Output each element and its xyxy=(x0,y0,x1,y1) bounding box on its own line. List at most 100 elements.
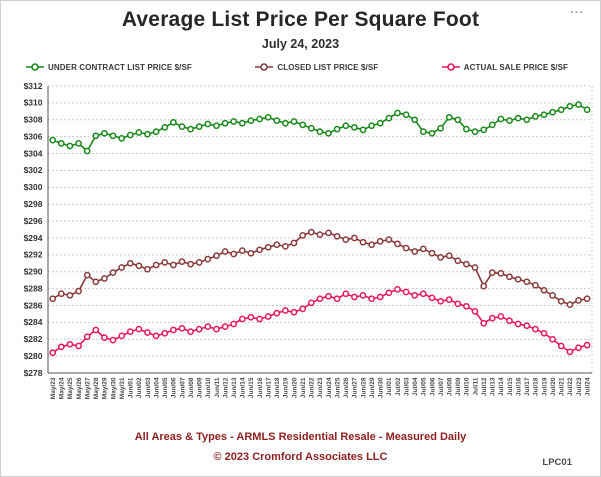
data-point-marker xyxy=(256,246,263,254)
data-point-marker xyxy=(66,340,74,348)
x-tick-label: Jul/07 xyxy=(438,377,445,396)
data-point-marker xyxy=(135,129,143,136)
data-point-marker xyxy=(445,252,453,260)
data-point-marker xyxy=(152,261,160,269)
x-tick-label: May/26 xyxy=(76,377,83,399)
data-point-marker xyxy=(342,236,350,243)
data-point-marker xyxy=(488,314,496,322)
x-tick-label: Jun/12 xyxy=(222,377,229,398)
legend-item-actual-sale[interactable]: ACTUAL SALE PRICE $/SF xyxy=(441,62,568,72)
data-point-marker xyxy=(49,136,57,144)
page-title: Average List Price Per Square Foot xyxy=(121,8,480,31)
data-point-marker xyxy=(471,308,479,315)
legend-label-closed: CLOSED LIST PRICE $/SF xyxy=(277,62,379,72)
y-tick-label: $302 xyxy=(24,165,43,175)
data-point-marker xyxy=(402,288,410,296)
y-tick-label: $278 xyxy=(24,368,43,378)
dataset-description: All Areas & Types - ARMLS Residential Re… xyxy=(134,431,467,443)
data-point-marker xyxy=(101,334,108,341)
x-tick-label: Jul/01 xyxy=(386,377,393,396)
data-point-marker xyxy=(411,116,419,124)
data-point-marker xyxy=(195,123,203,130)
data-point-marker xyxy=(187,328,194,335)
data-point-marker xyxy=(437,254,444,261)
data-point-marker xyxy=(144,265,151,273)
y-tick-label: $312 xyxy=(24,81,43,91)
data-point-marker xyxy=(264,113,272,121)
data-point-marker xyxy=(497,115,505,123)
data-point-marker xyxy=(351,234,358,242)
x-tick-label: Jul/21 xyxy=(559,377,566,396)
data-point-marker xyxy=(118,135,126,142)
x-tick-label: Jun/26 xyxy=(343,377,350,398)
x-tick-label: Jun/09 xyxy=(197,377,204,398)
legend-label-actual-sale: ACTUAL SALE PRICE $/SF xyxy=(463,62,568,72)
data-point-marker xyxy=(351,124,358,131)
context-menu-icon[interactable]: ... xyxy=(570,4,584,16)
x-tick-label: Jul/17 xyxy=(524,377,531,396)
data-point-marker xyxy=(135,325,143,333)
x-tick-label: Jun/07 xyxy=(179,377,186,398)
data-point-marker xyxy=(402,244,410,252)
data-point-marker xyxy=(144,329,151,336)
x-tick-label: Jun/11 xyxy=(214,377,221,398)
x-tick-label: May/23 xyxy=(50,377,57,399)
data-point-marker xyxy=(376,119,384,127)
data-point-marker xyxy=(351,293,358,301)
data-point-marker xyxy=(213,325,220,333)
data-point-marker xyxy=(437,124,444,132)
data-point-marker xyxy=(549,335,556,343)
data-point-marker xyxy=(333,125,341,133)
data-point-marker xyxy=(187,260,194,268)
x-tick-label: Jul/05 xyxy=(421,377,428,396)
legend-item-under-contract[interactable]: UNDER CONTRACT LIST PRICE $/SF xyxy=(26,62,192,72)
x-tick-label: May/25 xyxy=(67,377,74,399)
data-point-marker xyxy=(230,320,238,328)
y-tick-label: $308 xyxy=(24,115,43,125)
data-point-marker xyxy=(488,121,496,129)
legend-item-closed[interactable]: CLOSED LIST PRICE $/SF xyxy=(255,62,378,72)
data-point-marker xyxy=(83,147,91,155)
data-point-marker xyxy=(92,278,100,286)
data-point-marker xyxy=(514,114,522,122)
x-tick-label: Jun/16 xyxy=(257,377,264,398)
data-point-marker xyxy=(213,122,220,130)
data-point-marker xyxy=(540,329,548,337)
data-point-marker xyxy=(221,119,229,127)
data-point-marker xyxy=(75,287,82,295)
series-line-1 xyxy=(52,231,588,306)
data-point-marker xyxy=(419,128,427,135)
x-tick-label: May/30 xyxy=(110,377,117,399)
data-point-marker xyxy=(394,240,401,248)
data-point-marker xyxy=(411,248,419,255)
x-tick-label: Jul/02 xyxy=(395,377,402,396)
data-point-marker xyxy=(394,286,401,293)
data-point-marker xyxy=(109,336,117,344)
data-point-marker xyxy=(463,125,470,133)
chart-subtitle: July 24, 2023 xyxy=(261,37,340,51)
data-point-marker xyxy=(170,326,177,334)
x-tick-label: Jul/09 xyxy=(455,377,462,396)
data-point-marker xyxy=(316,295,324,303)
data-point-marker xyxy=(359,126,367,134)
data-point-marker xyxy=(75,140,82,147)
data-point-marker xyxy=(540,111,548,119)
data-point-marker xyxy=(213,252,220,260)
data-point-marker xyxy=(454,257,462,265)
x-tick-label: Jul/15 xyxy=(507,377,514,396)
data-point-marker xyxy=(419,290,427,298)
data-point-marker xyxy=(144,130,151,138)
data-point-marker xyxy=(359,292,367,299)
data-point-marker xyxy=(471,264,479,271)
x-tick-label: Jun/13 xyxy=(231,377,238,398)
x-tick-label: Jul/23 xyxy=(576,377,583,396)
data-point-marker xyxy=(204,120,212,128)
data-point-marker xyxy=(325,229,332,237)
x-tick-label: Jul/03 xyxy=(403,377,410,396)
data-point-marker xyxy=(428,249,436,257)
data-point-marker xyxy=(368,241,375,249)
data-point-marker xyxy=(299,305,307,313)
x-tick-label: Jun/28 xyxy=(360,377,367,398)
x-tick-label: Jul/13 xyxy=(490,377,497,396)
